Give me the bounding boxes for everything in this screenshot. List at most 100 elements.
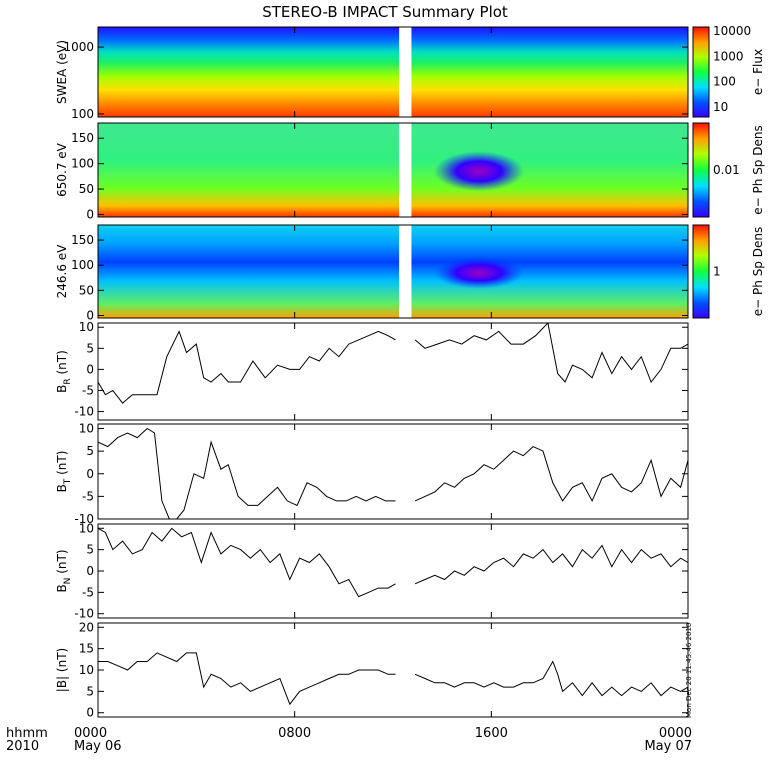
- y-tick-label: 5: [86, 684, 94, 698]
- y-tick-label: 50: [79, 182, 94, 196]
- y-tick-label: 10: [79, 521, 94, 535]
- y-tick-label: 0: [86, 308, 94, 322]
- y-tick-label: -10: [74, 607, 94, 621]
- y-axis-label: |B| (nT): [55, 648, 69, 692]
- y-tick-label: 10: [79, 320, 94, 334]
- y-tick-label: -10: [74, 405, 94, 419]
- series-trace: [414, 544, 689, 585]
- data-gap: [399, 27, 412, 117]
- panel-frame: [97, 224, 689, 319]
- x-tick-date: May 07: [644, 739, 692, 754]
- panel-frame: [97, 122, 689, 218]
- panel-6: -10 -5 0 5 10 BN (nT): [55, 521, 689, 621]
- colorbar-tick-label: 10: [713, 100, 728, 114]
- y-tick-label: 1000: [63, 40, 94, 54]
- y-tick-label: 0: [86, 706, 94, 720]
- panel-frame: [97, 622, 689, 718]
- y-tick-label: 5: [86, 341, 94, 355]
- y-tick-label: 150: [71, 233, 94, 247]
- heatmap-field: [98, 225, 688, 318]
- y-axis-label: SWEA (eV): [55, 40, 69, 104]
- y-tick-label: -5: [82, 489, 94, 503]
- colorbar-tick-label: 0.01: [713, 163, 740, 177]
- x-axis-row-label: 2010: [6, 739, 39, 754]
- y-tick-label: -10: [74, 512, 94, 526]
- y-tick-label: 5: [86, 444, 94, 458]
- colorbar-title: e− Flux: [751, 49, 765, 95]
- series-trace: [97, 427, 396, 520]
- panel-frame: [97, 423, 689, 520]
- y-tick-label: 100: [71, 258, 94, 272]
- y-axis-label-subscript: T: [63, 478, 73, 485]
- data-gap: [399, 123, 412, 217]
- colorbar-tick-label: 1: [713, 265, 721, 279]
- colorbar: [692, 122, 710, 218]
- series-trace: [97, 527, 396, 598]
- panel-5: -10 -5 0 5 10 BT (nT): [55, 422, 689, 526]
- y-tick-label: 150: [71, 131, 94, 145]
- y-tick-label: 0: [86, 362, 94, 376]
- y-axis-label-unit: (nT): [55, 451, 69, 479]
- series-trace: [97, 330, 396, 404]
- panel-frame: [97, 523, 689, 619]
- series-trace: [414, 660, 689, 697]
- colorbar-title: e− Ph Sp Dens: [751, 125, 765, 214]
- y-axis-label-subscript: N: [63, 578, 73, 585]
- panel-4: -10 -5 0 5 10 BR (nT): [55, 320, 689, 421]
- y-axis-label-main: B: [55, 385, 69, 393]
- y-axis-label-subscript: R: [63, 378, 73, 384]
- heatmap-minimum: [434, 151, 525, 192]
- panel-7: 0 5 10 15 20 |B| (nT): [55, 620, 689, 720]
- panel-frame: [97, 26, 689, 118]
- y-tick-label: -5: [82, 585, 94, 599]
- y-tick-label: 100: [71, 107, 94, 121]
- x-tick-label: 0000: [659, 726, 692, 741]
- series-trace: [98, 652, 396, 706]
- y-tick-label: 15: [79, 642, 94, 656]
- y-tick-label: -5: [82, 383, 94, 397]
- y-tick-label: 0: [86, 564, 94, 578]
- colorbar: [692, 26, 710, 118]
- x-tick-label: 0800: [278, 726, 311, 741]
- x-axis-row-label: hhmm: [6, 726, 48, 741]
- y-axis-label-main: B: [55, 584, 69, 592]
- y-tick-label: 5: [86, 543, 94, 557]
- y-tick-label: 0: [86, 207, 94, 221]
- heatmap-minimum: [434, 256, 525, 289]
- x-tick-date: May 06: [74, 739, 122, 754]
- x-tick-label: 0000: [74, 726, 107, 741]
- figure-title: STEREO-B IMPACT Summary Plot: [262, 3, 508, 21]
- series-trace: [414, 321, 689, 383]
- creation-stamp: Mon Dec 20 11:45:46 2010: [685, 623, 693, 718]
- series-trace: [414, 446, 689, 503]
- y-axis-label-main: B: [55, 484, 69, 492]
- y-tick-label: 100: [71, 157, 94, 171]
- heatmap-field: [98, 27, 688, 117]
- y-tick-label: 0: [86, 467, 94, 481]
- y-axis-label-unit: (nT): [55, 350, 69, 378]
- y-axis-label: BN (nT): [55, 549, 73, 592]
- heatmap-field: [98, 123, 688, 217]
- y-axis-label-unit: (nT): [55, 549, 69, 577]
- y-axis-label: BR (nT): [55, 350, 73, 393]
- y-tick-label: 50: [79, 283, 94, 297]
- colorbar: [692, 224, 710, 319]
- colorbar-title: e− Ph Sp Dens: [751, 227, 765, 316]
- colorbar-tick-label: 10000: [713, 24, 751, 38]
- data-gap: [399, 225, 412, 318]
- colorbar-tick-label: 1000: [713, 49, 744, 63]
- y-tick-label: 10: [79, 422, 94, 436]
- y-tick-label: 10: [79, 663, 94, 677]
- colorbar-tick-label: 100: [713, 75, 736, 89]
- panel-frame: [97, 322, 689, 421]
- x-tick-label: 1600: [475, 726, 508, 741]
- y-axis-label: 246.6 eV: [55, 244, 69, 299]
- y-tick-label: 20: [79, 620, 94, 634]
- y-axis-label: BT (nT): [55, 451, 73, 493]
